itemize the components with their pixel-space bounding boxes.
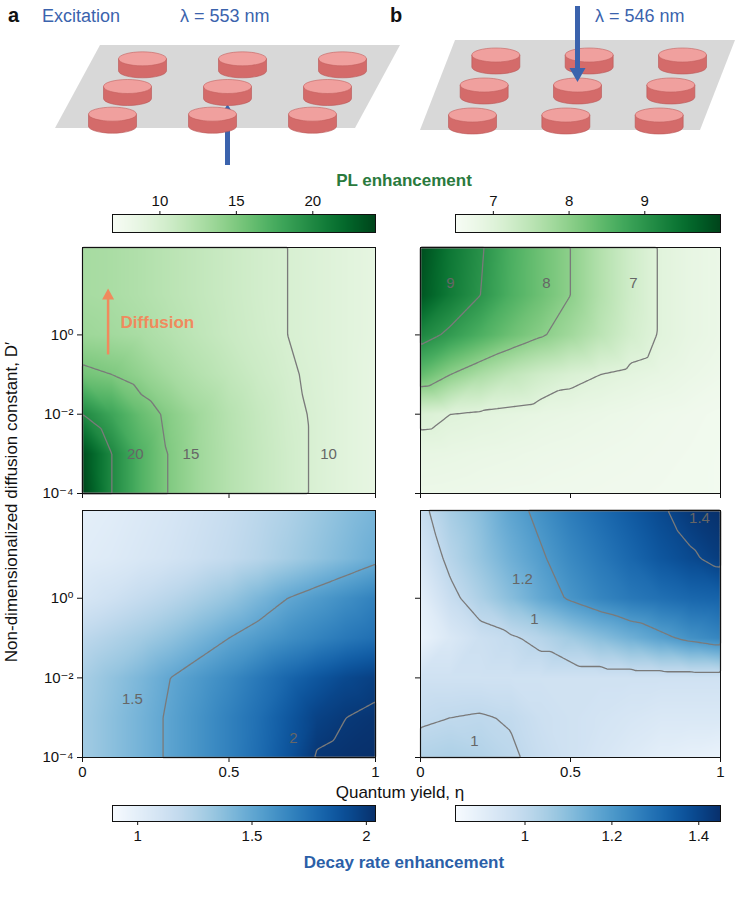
svg-text:b: b: [390, 4, 402, 26]
svg-text:1.4: 1.4: [689, 509, 710, 526]
svg-text:0: 0: [416, 763, 424, 780]
svg-text:1.2: 1.2: [512, 570, 533, 587]
svg-text:2: 2: [289, 729, 297, 746]
svg-text:λ = 553 nm: λ = 553 nm: [180, 6, 270, 26]
svg-text:Diffusion: Diffusion: [121, 313, 195, 332]
svg-text:10: 10: [320, 445, 337, 462]
svg-text:2: 2: [362, 827, 370, 844]
svg-text:10⁻⁴: 10⁻⁴: [42, 748, 73, 765]
svg-text:1.2: 1.2: [601, 827, 622, 844]
svg-text:20: 20: [304, 192, 321, 209]
svg-text:0.5: 0.5: [219, 763, 240, 780]
svg-text:15: 15: [228, 192, 245, 209]
svg-text:9: 9: [446, 274, 454, 291]
svg-text:9: 9: [641, 192, 649, 209]
svg-text:10⁻⁴: 10⁻⁴: [42, 484, 73, 501]
svg-text:8: 8: [565, 192, 573, 209]
svg-text:PL enhancement: PL enhancement: [336, 171, 472, 190]
svg-text:Quantum yield, η: Quantum yield, η: [336, 783, 465, 802]
svg-text:1.5: 1.5: [242, 827, 263, 844]
svg-text:1: 1: [530, 610, 538, 627]
svg-text:7: 7: [629, 274, 637, 291]
svg-text:a: a: [8, 4, 20, 26]
svg-text:1.4: 1.4: [688, 827, 709, 844]
svg-text:10⁰: 10⁰: [51, 326, 74, 343]
svg-text:1.5: 1.5: [122, 689, 143, 706]
svg-text:10⁰: 10⁰: [51, 589, 74, 606]
svg-text:Excitation: Excitation: [42, 6, 120, 26]
svg-text:0: 0: [78, 763, 86, 780]
svg-text:7: 7: [489, 192, 497, 209]
svg-text:1: 1: [371, 763, 379, 780]
svg-text:10: 10: [152, 192, 169, 209]
svg-text:Non-dimensionalized diffusion: Non-dimensionalized diffusion constant, …: [2, 342, 21, 662]
svg-text:λ = 546 nm: λ = 546 nm: [595, 6, 685, 26]
svg-text:15: 15: [183, 445, 200, 462]
svg-text:1: 1: [521, 827, 529, 844]
svg-text:1: 1: [470, 732, 478, 749]
svg-text:10⁻²: 10⁻²: [44, 405, 74, 422]
svg-text:10⁻²: 10⁻²: [44, 669, 74, 686]
svg-text:20: 20: [127, 445, 144, 462]
svg-text:1: 1: [133, 827, 141, 844]
svg-text:0.5: 0.5: [560, 763, 581, 780]
svg-text:1: 1: [716, 763, 724, 780]
svg-text:8: 8: [542, 274, 550, 291]
svg-text:Decay rate enhancement: Decay rate enhancement: [304, 853, 505, 872]
